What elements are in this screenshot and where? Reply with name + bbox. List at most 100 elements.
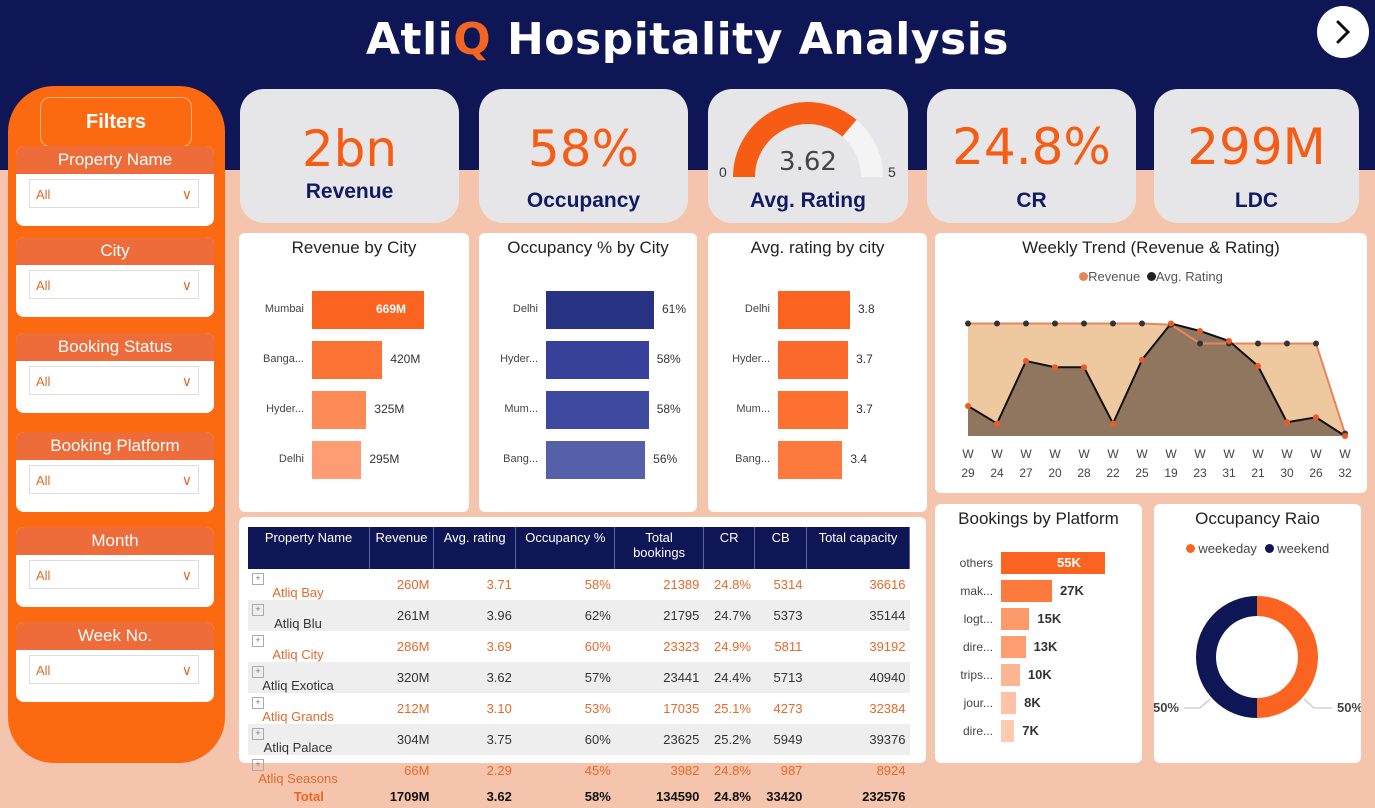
x-tick-label: 32 [1338, 466, 1352, 480]
column-header[interactable]: Occupancy % [515, 527, 616, 569]
revenue-point [965, 320, 971, 327]
kpi-label: LDC [1234, 189, 1279, 212]
category-label: mak... [960, 584, 993, 598]
bar[interactable] [778, 441, 843, 479]
property-name-dropdown[interactable]: All ∨ [29, 179, 199, 208]
kpi-label: Revenue [305, 180, 394, 203]
bar[interactable] [778, 341, 849, 379]
bar[interactable] [546, 291, 654, 329]
table-cell: 58% [584, 577, 611, 592]
table-cell: 3.96 [433, 600, 516, 631]
table-cell: 320M [369, 662, 434, 693]
donut-slice[interactable] [1257, 596, 1318, 718]
table-cell: 23625 [614, 724, 704, 755]
bar[interactable] [1001, 636, 1026, 658]
bar-value-label: 55K [1057, 555, 1081, 570]
category-label: Delhi [278, 453, 304, 465]
legend-label-weekend: weekend [1277, 541, 1330, 556]
table-row[interactable]: + Atliq City 286M 3.69 60% 23323 24.9% 5811 3919… [248, 631, 910, 662]
bar[interactable] [312, 341, 383, 379]
rating-line [967, 322, 1346, 437]
next-page-button[interactable] [1317, 6, 1369, 58]
rating-area [968, 323, 1345, 436]
x-tick-label: 24 [990, 466, 1004, 480]
table-cell: 261M [369, 600, 434, 631]
expand-icon[interactable]: + [252, 666, 264, 678]
table-row[interactable]: +Atliq Exotica 320M 3.62 57% 23441 24.4% 5713 4… [248, 662, 910, 693]
property-name: Atliq Palace [263, 740, 333, 755]
table-cell: 60% [584, 639, 611, 654]
rating-point [994, 420, 1000, 427]
revenue-point [1284, 340, 1290, 347]
column-header[interactable]: Avg. rating [433, 527, 517, 569]
bar-value-label: 58% [656, 352, 681, 366]
table-cell: 24.9% [714, 639, 751, 654]
bar[interactable] [312, 291, 424, 329]
column-header[interactable]: Total bookings [614, 527, 704, 569]
occupancy-by-city-chart: Occupancy % by City Delhi 61% Hyder... 58% M… [479, 233, 697, 512]
expand-icon[interactable]: + [252, 604, 264, 616]
table-cell: 40940 [806, 662, 910, 693]
expand-icon[interactable]: + [252, 728, 264, 740]
table-row[interactable]: +Atliq Grands 212M 3.10 53% 17035 25.1% 4273 32… [248, 693, 910, 724]
week-no-dropdown[interactable]: All ∨ [29, 655, 199, 684]
column-header[interactable]: Total capacity [806, 527, 911, 569]
bar-value-label: 15K [1037, 611, 1062, 626]
expand-icon[interactable]: + [252, 573, 264, 585]
donut-plot: 50% 50% [1154, 596, 1361, 718]
x-tick-label: W [1107, 447, 1119, 461]
category-label: logt... [963, 612, 993, 626]
table-row[interactable]: +Atliq Palace 304M 3.75 60% 23625 25.2% 5949 39… [248, 724, 910, 755]
bar[interactable] [312, 441, 362, 479]
expand-icon[interactable]: + [252, 697, 264, 709]
x-tick-label: 21 [1251, 466, 1265, 480]
bar[interactable] [546, 441, 646, 479]
kpi-avg-rating: 3.62 0 5 Avg. Rating [708, 89, 908, 223]
x-tick-label: W [1252, 447, 1264, 461]
table-row[interactable]: + Atliq Bay 260M 3.71 58% 21389 24.8% 5314 36616 [248, 569, 910, 600]
booking-status-dropdown[interactable]: All ∨ [29, 366, 199, 395]
bar-value-label: 669M [376, 302, 407, 316]
expand-icon[interactable]: + [252, 635, 264, 647]
x-tick-label: W [1078, 447, 1090, 461]
bar[interactable] [1001, 692, 1017, 714]
bar-value-label: 3.7 [856, 402, 873, 416]
bar[interactable] [546, 391, 649, 429]
total-cell: 134590 [656, 789, 700, 805]
table-cell: 3.75 [433, 724, 516, 755]
bar[interactable] [778, 391, 849, 429]
dropdown-value: All [36, 374, 51, 389]
city-dropdown[interactable]: All ∨ [29, 270, 199, 299]
chevron-down-icon: ∨ [181, 186, 192, 202]
table-cell: 3.62 [433, 662, 516, 693]
bar[interactable] [1001, 552, 1105, 574]
chevron-down-icon: ∨ [181, 567, 192, 583]
rating-point [1255, 363, 1261, 369]
bar-value-label: 7K [1022, 723, 1039, 738]
column-header[interactable]: CR [703, 527, 756, 569]
donut-slice[interactable] [1196, 596, 1257, 718]
bar[interactable] [778, 291, 850, 329]
revenue-point [1313, 340, 1319, 347]
bar[interactable] [546, 341, 649, 379]
bar[interactable] [1001, 720, 1015, 742]
table-cell: 24.4% [703, 662, 755, 693]
month-dropdown[interactable]: All ∨ [29, 560, 199, 589]
table-cell: 4273 [773, 701, 803, 716]
bar-value-label: 8K [1024, 695, 1041, 710]
column-header[interactable]: Property Name [248, 527, 371, 569]
expand-icon[interactable]: + [252, 759, 264, 771]
x-tick-label: W [1165, 447, 1177, 461]
column-header[interactable]: Revenue [369, 527, 434, 569]
table-row[interactable]: + Atliq Blu 261M 3.96 62% 21795 24.7% 5373 35144 [248, 600, 910, 631]
bar[interactable] [1001, 580, 1053, 602]
x-tick-label: 29 [961, 466, 975, 480]
column-header[interactable]: CB [754, 527, 807, 569]
rating-point [1197, 328, 1203, 334]
bar[interactable] [312, 391, 367, 429]
bar[interactable] [1001, 664, 1020, 686]
bar[interactable] [1001, 608, 1030, 630]
table-cell: 3.69 [486, 639, 512, 654]
chevron-right-icon [1336, 20, 1351, 44]
booking-platform-dropdown[interactable]: All ∨ [29, 465, 199, 494]
